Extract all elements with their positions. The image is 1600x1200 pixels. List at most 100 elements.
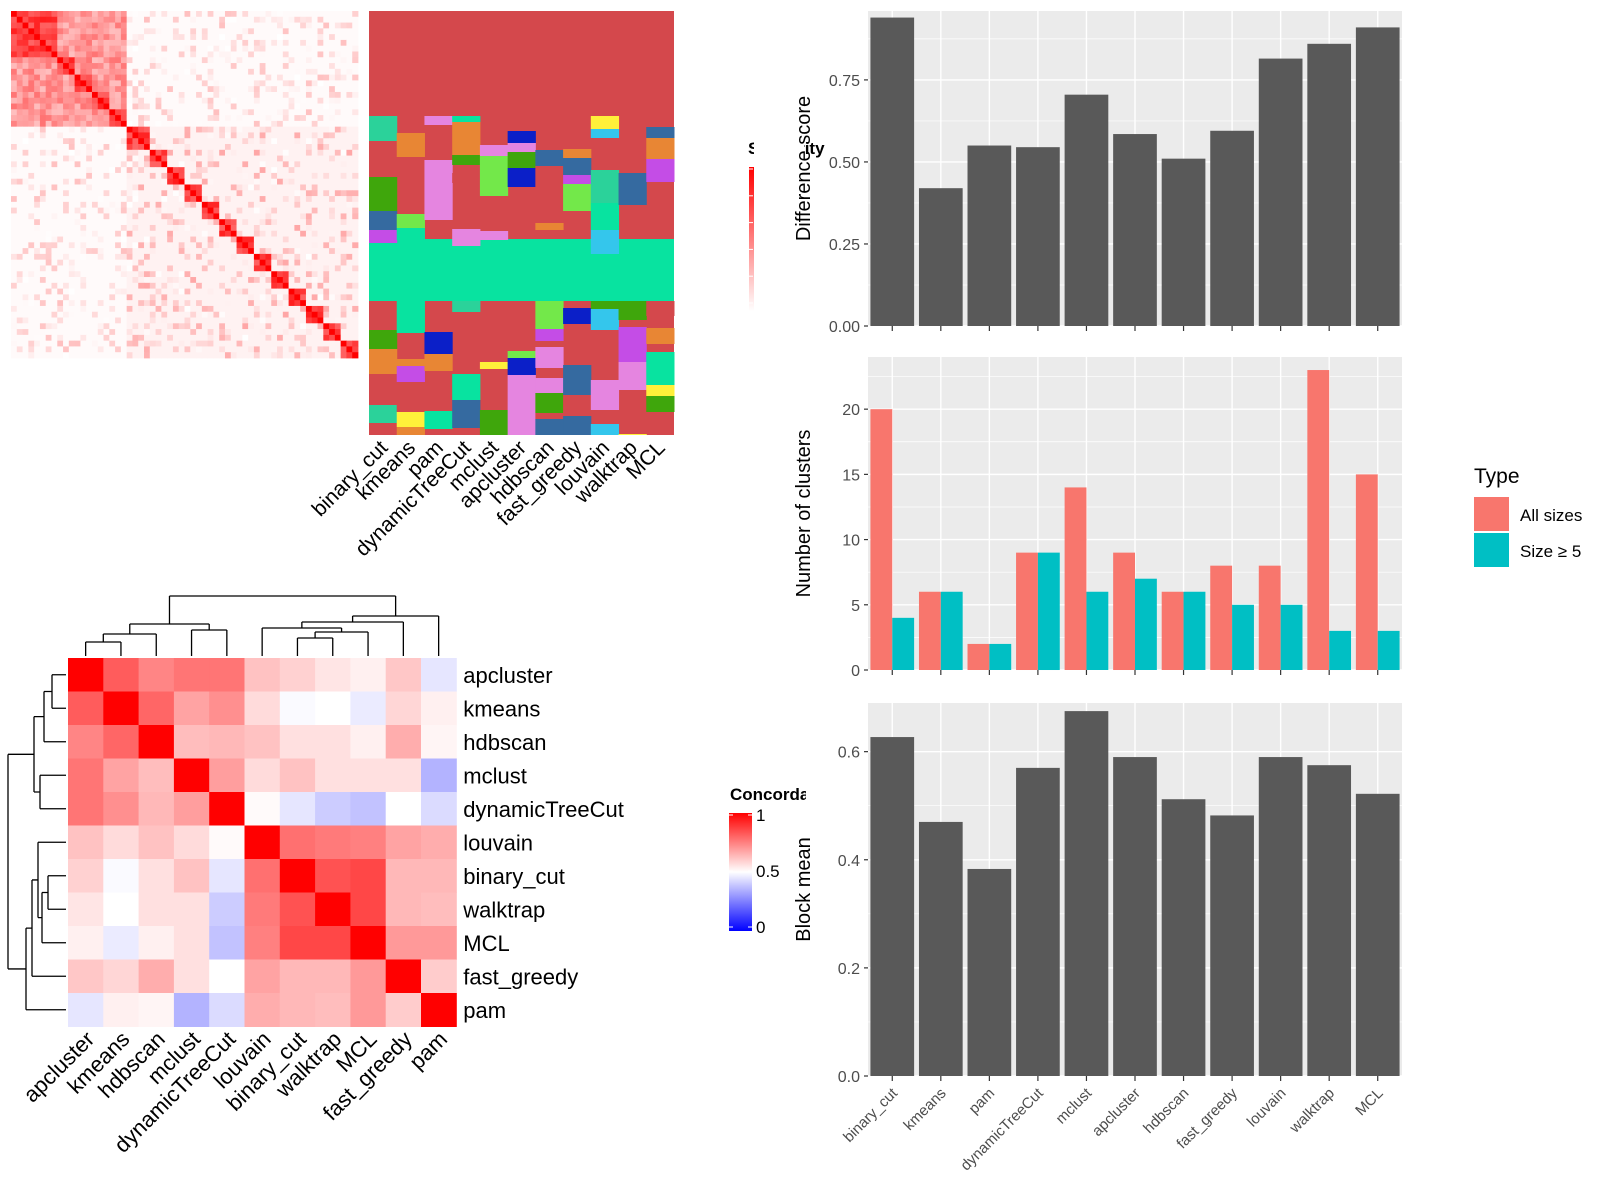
bar xyxy=(967,643,990,670)
concordance-cell xyxy=(385,825,422,860)
concordance-cell xyxy=(350,758,387,793)
bar xyxy=(1086,591,1109,670)
bar xyxy=(1355,27,1400,326)
concordance-cell xyxy=(138,758,175,793)
bar xyxy=(989,643,1012,670)
concordance-cell xyxy=(103,993,140,1027)
similarity-heatmap-cells xyxy=(11,11,359,359)
bar xyxy=(1016,147,1060,326)
concordance-cell xyxy=(244,691,281,726)
concordance-cell xyxy=(279,892,316,927)
concordance-cell xyxy=(279,758,316,793)
concordance-cell xyxy=(244,792,281,826)
x-tick-label: kmeans xyxy=(900,1085,949,1134)
legend-label-size-ge-5: Size ≥ 5 xyxy=(1520,542,1581,561)
concordance-cell xyxy=(173,892,210,927)
membership-heatmap-cells xyxy=(369,11,675,435)
bar xyxy=(1307,765,1352,1076)
concordance-cell xyxy=(244,859,281,893)
bar xyxy=(1377,630,1400,671)
y-tick-label: 5 xyxy=(851,598,860,615)
y-axis-title: Block mean xyxy=(793,837,815,942)
concordance-cell xyxy=(138,691,175,726)
concordance-legend-tick: 0.5 xyxy=(756,862,780,881)
bar xyxy=(1113,552,1135,671)
concordance-cell xyxy=(209,993,245,1027)
legend-swatch-size-ge-5 xyxy=(1474,533,1509,567)
concordance-cell xyxy=(173,926,210,960)
concordance-cell xyxy=(138,658,175,692)
y-tick-label: 0.50 xyxy=(829,155,860,172)
concordance-cell xyxy=(68,926,104,960)
concordance-cell xyxy=(138,926,175,960)
bar xyxy=(918,188,963,326)
concordance-cell xyxy=(385,959,422,994)
concordance-cell xyxy=(350,658,387,692)
concordance-cell xyxy=(103,892,140,927)
y-tick-label: 0.00 xyxy=(829,319,860,336)
concordance-cell xyxy=(138,959,175,994)
bar xyxy=(1258,58,1303,326)
bar xyxy=(1307,370,1330,670)
concordance-row-label: hdbscan xyxy=(463,730,546,755)
concordance-cell xyxy=(103,691,140,726)
bar xyxy=(1016,552,1038,671)
concordance-cell xyxy=(315,859,351,893)
bar xyxy=(1135,578,1157,670)
concordance-cell xyxy=(385,658,422,692)
concordance-cell xyxy=(103,792,140,826)
concordance-cell xyxy=(209,691,245,726)
concordance-cell xyxy=(68,658,104,692)
concordance-cell xyxy=(103,725,140,759)
concordance-cell xyxy=(138,993,175,1027)
bar xyxy=(1210,815,1254,1076)
bar xyxy=(1355,793,1400,1076)
concordance-cell xyxy=(68,959,104,994)
concordance-cell xyxy=(385,892,422,927)
concordance-cell xyxy=(173,725,210,759)
concordance-cell xyxy=(315,658,351,692)
concordance-cell xyxy=(350,725,387,759)
concordance-cell xyxy=(103,825,140,860)
concordance-cell xyxy=(279,792,316,826)
concordance-cell xyxy=(244,658,281,692)
x-tick-label: binary_cut xyxy=(840,1084,902,1146)
y-tick-label: 0.6 xyxy=(838,745,860,762)
concordance-cell xyxy=(350,993,387,1027)
concordance-cell xyxy=(385,859,422,893)
concordance-cell xyxy=(68,892,104,927)
concordance-cell xyxy=(385,758,422,793)
bar xyxy=(1232,604,1254,670)
concordance-row-label: mclust xyxy=(463,763,527,788)
concordance-cell xyxy=(350,926,387,960)
bar xyxy=(1258,757,1303,1076)
concordance-row-label: kmeans xyxy=(463,696,540,721)
bar xyxy=(918,821,963,1076)
concordance-cell xyxy=(173,859,210,893)
y-tick-label: 0.25 xyxy=(829,237,860,254)
concordance-cell xyxy=(173,993,210,1027)
concordance-cell xyxy=(68,825,104,860)
x-tick-label: dynamicTreeCut xyxy=(957,1084,1047,1174)
concordance-cell xyxy=(350,691,387,726)
concordance-cell xyxy=(103,926,140,960)
bar xyxy=(870,17,915,327)
concordance-row-label: dynamicTreeCut xyxy=(463,797,624,822)
bar xyxy=(1210,565,1233,670)
concordance-row-label: fast_greedy xyxy=(463,964,578,989)
bar xyxy=(1329,630,1352,671)
bar xyxy=(1307,43,1352,327)
concordance-cell xyxy=(173,758,210,793)
concordance-cell xyxy=(421,859,457,893)
bar xyxy=(1161,799,1206,1076)
concordance-cell xyxy=(173,658,210,692)
concordance-cell xyxy=(315,691,351,726)
concordance-cell xyxy=(244,892,281,927)
y-tick-label: 20 xyxy=(842,402,860,419)
bar xyxy=(967,145,1012,326)
concordance-cell xyxy=(421,959,457,994)
row-dendrogram xyxy=(7,674,66,1011)
type-legend-title: Type xyxy=(1474,465,1520,488)
concordance-cell xyxy=(421,758,457,793)
bar xyxy=(1355,474,1378,671)
